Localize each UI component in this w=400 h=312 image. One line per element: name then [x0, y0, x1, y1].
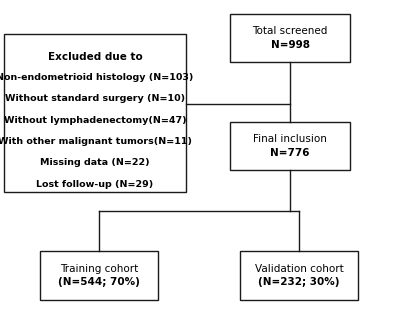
Text: Non-endometrioid histology (N=103): Non-endometrioid histology (N=103): [0, 73, 194, 82]
Text: N=776: N=776: [270, 148, 310, 158]
Text: Training cohort: Training cohort: [60, 264, 138, 274]
Text: (N=232; 30%): (N=232; 30%): [258, 277, 340, 287]
Text: Missing data (N=22): Missing data (N=22): [40, 158, 150, 168]
FancyBboxPatch shape: [230, 122, 350, 170]
Text: Lost follow-up (N=29): Lost follow-up (N=29): [36, 180, 154, 189]
Text: Validation cohort: Validation cohort: [255, 264, 343, 274]
Text: With other malignant tumors(N=11): With other malignant tumors(N=11): [0, 137, 192, 146]
Text: Without standard surgery (N=10): Without standard surgery (N=10): [5, 94, 185, 103]
Text: Total screened: Total screened: [252, 27, 328, 37]
FancyBboxPatch shape: [4, 34, 186, 192]
Text: Excluded due to: Excluded due to: [48, 52, 142, 62]
Text: (N=544; 70%): (N=544; 70%): [58, 277, 140, 287]
FancyBboxPatch shape: [40, 251, 158, 300]
FancyBboxPatch shape: [240, 251, 358, 300]
Text: N=998: N=998: [270, 40, 310, 50]
Text: Without lymphadenectomy(N=47): Without lymphadenectomy(N=47): [4, 116, 186, 125]
FancyBboxPatch shape: [230, 14, 350, 62]
Text: Final inclusion: Final inclusion: [253, 134, 327, 144]
